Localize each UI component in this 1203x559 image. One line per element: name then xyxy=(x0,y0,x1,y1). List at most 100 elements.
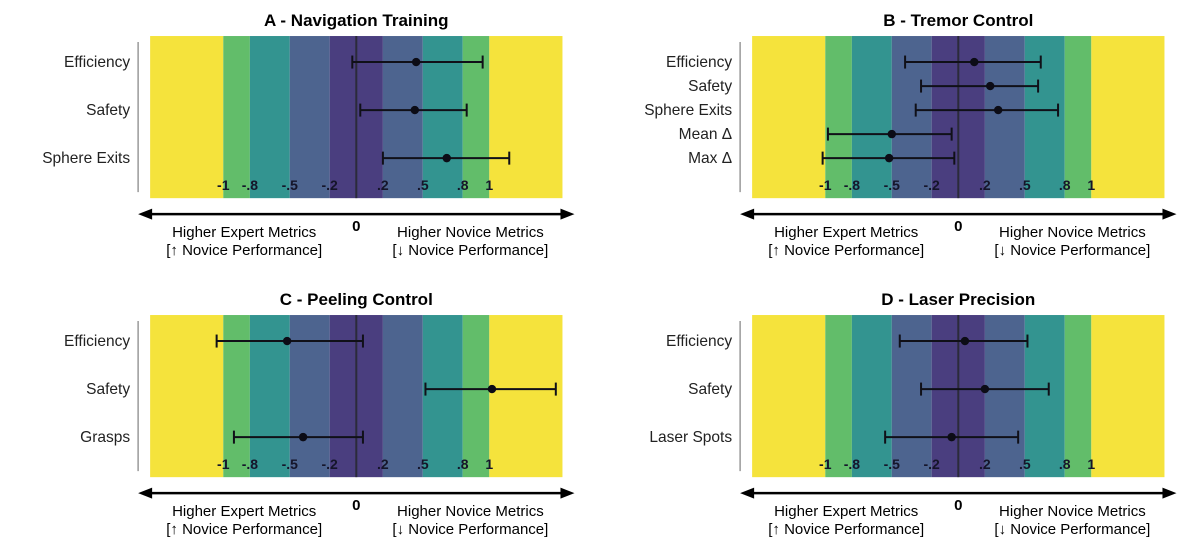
effect-size-band xyxy=(1064,36,1091,199)
point-estimate xyxy=(969,57,978,67)
point-estimate xyxy=(442,153,451,163)
metric-label: Safety xyxy=(688,381,732,398)
right-direction-sublabel: [↓ Novice Performance] xyxy=(392,242,548,259)
effect-size-band xyxy=(249,36,290,199)
zero-label: 0 xyxy=(352,218,360,235)
left-direction-label: Higher Expert Metrics xyxy=(774,224,918,241)
tick-label: 1 xyxy=(1087,456,1095,472)
tick-label: -.8 xyxy=(242,177,259,193)
point-estimate xyxy=(411,57,421,67)
tick-label: .5 xyxy=(1018,456,1030,472)
panel-title: C - Peeling Control xyxy=(280,290,433,309)
panel-navigation-training: A - Navigation Training -1 -.8 -.5 -.2 .2 .5 .8… xyxy=(0,2,602,281)
point-estimate xyxy=(946,432,956,441)
forest-chart-c: C - Peeling Control -1 -.8 -.5 -.2 .2 .5 .8 1 Eff… xyxy=(0,281,602,553)
tick-label: .2 xyxy=(979,456,991,472)
point-estimate xyxy=(960,336,969,345)
metric-label: Efficiency xyxy=(666,54,732,71)
metric-label: Sphere Exits xyxy=(644,102,732,119)
tick-label: -.5 xyxy=(282,456,299,472)
panel-tremor-control: B - Tremor Control -1 -.8 -.5 -.2 .2 .5 .8 1 Effi… xyxy=(602,2,1203,281)
panel-title: A - Navigation Training xyxy=(264,11,449,30)
arrowhead-right-icon xyxy=(560,208,575,220)
panel-title: B - Tremor Control xyxy=(883,11,1033,30)
left-direction-sublabel: [↑ Novice Performance] xyxy=(166,521,322,538)
effect-size-band xyxy=(824,314,852,477)
point-estimate xyxy=(980,384,989,393)
forest-chart-a: A - Navigation Training -1 -.8 -.5 -.2 .2 .5 .8… xyxy=(0,2,602,274)
arrowhead-left-icon xyxy=(138,208,153,220)
metric-label: Laser Spots xyxy=(649,429,732,446)
effect-size-band xyxy=(891,314,932,477)
tick-label: 1 xyxy=(485,177,493,193)
effect-size-band xyxy=(462,36,490,199)
tick-label: .5 xyxy=(417,456,429,472)
point-estimate xyxy=(884,153,893,163)
zero-label: 0 xyxy=(352,497,360,514)
tick-label: .2 xyxy=(377,456,389,472)
panel-peeling-control: C - Peeling Control -1 -.8 -.5 -.2 .2 .5 .8 1 Eff… xyxy=(0,281,602,559)
zero-label: 0 xyxy=(954,218,962,235)
point-estimate xyxy=(993,105,1002,115)
point-estimate xyxy=(487,384,497,393)
effect-size-band xyxy=(751,314,825,477)
effect-size-band xyxy=(422,36,463,199)
tick-label: .8 xyxy=(457,456,469,472)
effect-size-band xyxy=(150,314,224,477)
metric-label: Mean Δ xyxy=(678,126,731,143)
point-estimate xyxy=(282,336,292,345)
panel-title: D - Laser Precision xyxy=(881,290,1035,309)
left-direction-sublabel: [↑ Novice Performance] xyxy=(768,521,924,538)
tick-label: 1 xyxy=(1087,177,1095,193)
effect-size-band xyxy=(984,36,1025,199)
metric-label: Grasps xyxy=(80,429,130,446)
tick-label: .5 xyxy=(417,177,429,193)
tick-label: -.5 xyxy=(282,177,299,193)
left-direction-label: Higher Expert Metrics xyxy=(172,224,316,241)
effect-size-band xyxy=(1064,314,1091,477)
right-direction-sublabel: [↓ Novice Performance] xyxy=(994,521,1150,538)
point-estimate xyxy=(410,105,420,115)
effect-size-band xyxy=(891,36,932,199)
effect-size-band xyxy=(1090,314,1164,477)
right-direction-label: Higher Novice Metrics xyxy=(999,503,1146,520)
tick-label: -.5 xyxy=(883,177,900,193)
effect-size-band xyxy=(462,314,490,477)
tick-label: -1 xyxy=(819,456,832,472)
tick-label: -.2 xyxy=(322,177,339,193)
tick-label: .8 xyxy=(457,177,469,193)
metric-label: Safety xyxy=(688,78,732,95)
arrowhead-right-icon xyxy=(560,487,575,499)
arrowhead-right-icon xyxy=(1161,487,1176,499)
tick-label: -.5 xyxy=(883,456,900,472)
left-direction-label: Higher Expert Metrics xyxy=(172,503,316,520)
panel-laser-precision: D - Laser Precision -1 -.8 -.5 -.2 .2 .5 .8 1 Eff… xyxy=(602,281,1203,559)
effect-size-band xyxy=(489,36,563,199)
forest-plot-svg: C - Peeling Control -1 -.8 -.5 -.2 .2 .5 .8 1 Eff… xyxy=(64,290,575,538)
effect-size-band xyxy=(422,314,463,477)
left-direction-sublabel: [↑ Novice Performance] xyxy=(166,242,322,259)
metric-label: Max Δ xyxy=(688,150,732,167)
metric-label: Efficiency xyxy=(666,333,732,350)
point-estimate xyxy=(298,432,308,441)
forest-plot-svg: D - Laser Precision -1 -.8 -.5 -.2 .2 .5 .8 1 Eff… xyxy=(649,290,1176,538)
tick-label: .8 xyxy=(1058,456,1070,472)
tick-label: .8 xyxy=(1058,177,1070,193)
metric-label: Efficiency xyxy=(64,333,130,350)
tick-label: .5 xyxy=(1018,177,1030,193)
tick-label: -.8 xyxy=(843,456,860,472)
effect-size-band xyxy=(851,36,892,199)
tick-label: -.2 xyxy=(923,177,940,193)
effect-size-band xyxy=(824,36,852,199)
effect-size-band xyxy=(489,314,563,477)
tick-label: -1 xyxy=(217,456,230,472)
tick-label: .2 xyxy=(377,177,389,193)
forest-chart-d: D - Laser Precision -1 -.8 -.5 -.2 .2 .5 .8 1 Eff… xyxy=(602,281,1203,553)
tick-label: -.8 xyxy=(843,177,860,193)
forest-plot-svg: A - Navigation Training -1 -.8 -.5 -.2 .2 .5 .8… xyxy=(42,11,575,259)
effect-size-band xyxy=(223,314,250,477)
effect-size-band xyxy=(1090,36,1164,199)
effect-size-band xyxy=(1024,314,1065,477)
effect-size-band xyxy=(150,36,224,199)
